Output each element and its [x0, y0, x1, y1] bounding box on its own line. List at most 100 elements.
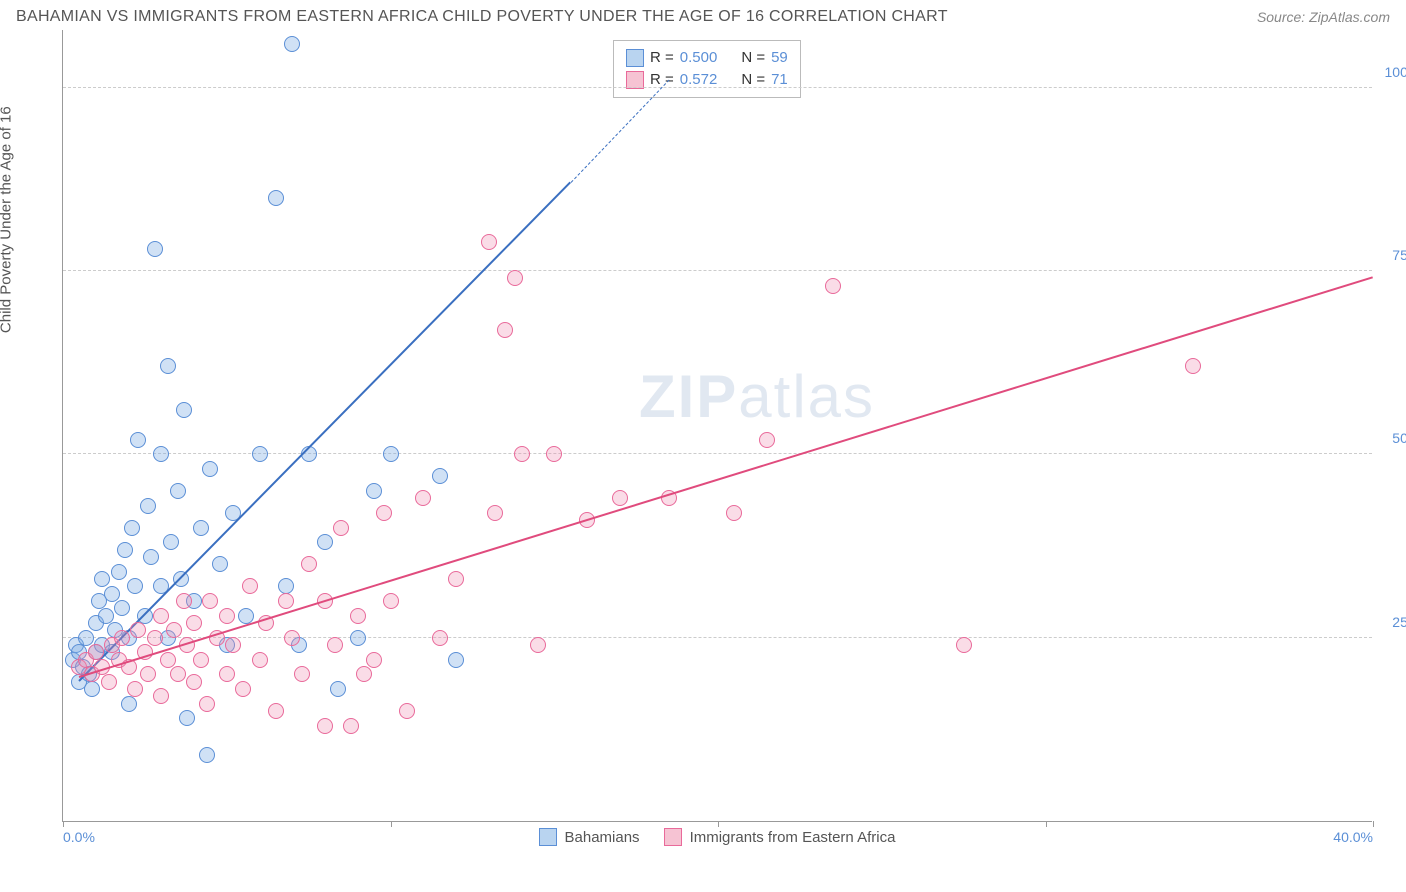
y-tick-label: 50.0%: [1392, 430, 1406, 446]
chart-container: Child Poverty Under the Age of 16 ZIPatl…: [16, 30, 1390, 846]
scatter-point: [114, 630, 130, 646]
legend-item: Bahamians: [539, 828, 640, 846]
y-tick-label: 100.0%: [1385, 64, 1406, 80]
scatter-point: [376, 505, 392, 521]
scatter-point: [514, 446, 530, 462]
scatter-point: [432, 630, 448, 646]
scatter-point: [278, 593, 294, 609]
scatter-point: [225, 637, 241, 653]
y-tick-label: 25.0%: [1392, 614, 1406, 630]
scatter-point: [176, 402, 192, 418]
scatter-point: [1185, 358, 1201, 374]
scatter-point: [160, 358, 176, 374]
scatter-point: [317, 534, 333, 550]
source-attribution: Source: ZipAtlas.com: [1257, 9, 1390, 25]
scatter-point: [199, 696, 215, 712]
scatter-point: [333, 520, 349, 536]
gridline-h: [63, 87, 1372, 88]
scatter-point: [383, 446, 399, 462]
scatter-point: [104, 586, 120, 602]
x-tick: [1046, 821, 1047, 827]
n-value: 71: [771, 69, 788, 91]
scatter-point: [448, 571, 464, 587]
n-value: 59: [771, 47, 788, 69]
scatter-point: [327, 637, 343, 653]
scatter-point: [759, 432, 775, 448]
y-axis-label: Child Poverty Under the Age of 16: [0, 106, 15, 333]
scatter-point: [487, 505, 503, 521]
scatter-point: [356, 666, 372, 682]
scatter-point: [166, 622, 182, 638]
scatter-point: [202, 593, 218, 609]
legend-swatch: [626, 49, 644, 67]
scatter-point: [147, 630, 163, 646]
x-tick: [718, 821, 719, 827]
scatter-point: [186, 615, 202, 631]
scatter-point: [546, 446, 562, 462]
legend-swatch: [539, 828, 557, 846]
scatter-point: [94, 571, 110, 587]
r-label: R =: [650, 47, 674, 69]
scatter-point: [330, 681, 346, 697]
scatter-point: [366, 652, 382, 668]
scatter-point: [163, 534, 179, 550]
legend-bottom: Bahamians Immigrants from Eastern Africa: [62, 828, 1372, 846]
scatter-point: [101, 674, 117, 690]
watermark: ZIPatlas: [639, 362, 875, 431]
scatter-point: [530, 637, 546, 653]
scatter-point: [143, 549, 159, 565]
n-label: N =: [741, 47, 765, 69]
scatter-point: [179, 710, 195, 726]
scatter-point: [383, 593, 399, 609]
scatter-point: [202, 461, 218, 477]
scatter-point: [956, 637, 972, 653]
scatter-point: [268, 190, 284, 206]
scatter-point: [219, 608, 235, 624]
watermark-rest: atlas: [738, 363, 875, 430]
x-tick-label: 40.0%: [1333, 829, 1373, 845]
scatter-point: [186, 674, 202, 690]
watermark-bold: ZIP: [639, 363, 738, 430]
x-tick-label: 0.0%: [63, 829, 95, 845]
scatter-point: [497, 322, 513, 338]
x-tick: [1373, 821, 1374, 827]
scatter-point: [170, 666, 186, 682]
scatter-point: [825, 278, 841, 294]
scatter-point: [399, 703, 415, 719]
x-tick: [391, 821, 392, 827]
scatter-point: [111, 564, 127, 580]
scatter-point: [726, 505, 742, 521]
legend-stat-row: R =0.572N =71: [626, 69, 788, 91]
scatter-point: [415, 490, 431, 506]
scatter-point: [153, 446, 169, 462]
scatter-point: [153, 608, 169, 624]
scatter-point: [219, 666, 235, 682]
scatter-point: [176, 593, 192, 609]
scatter-point: [140, 666, 156, 682]
scatter-point: [78, 630, 94, 646]
scatter-point: [294, 666, 310, 682]
legend-item: Immigrants from Eastern Africa: [664, 828, 896, 846]
plot-area: ZIPatlas R =0.500N =59R =0.572N =71 25.0…: [62, 30, 1372, 822]
scatter-point: [252, 652, 268, 668]
scatter-point: [507, 270, 523, 286]
gridline-h: [63, 270, 1372, 271]
legend-stats-box: R =0.500N =59R =0.572N =71: [613, 40, 801, 98]
scatter-point: [278, 578, 294, 594]
scatter-point: [88, 644, 104, 660]
scatter-point: [284, 36, 300, 52]
scatter-point: [147, 241, 163, 257]
scatter-point: [199, 747, 215, 763]
gridline-h: [63, 637, 1372, 638]
scatter-point: [84, 681, 100, 697]
scatter-point: [137, 608, 153, 624]
scatter-point: [284, 630, 300, 646]
scatter-point: [117, 542, 133, 558]
r-value: 0.500: [680, 47, 718, 69]
scatter-point: [301, 556, 317, 572]
legend-label: Immigrants from Eastern Africa: [690, 829, 896, 846]
n-label: N =: [741, 69, 765, 91]
legend-label: Bahamians: [565, 829, 640, 846]
scatter-point: [612, 490, 628, 506]
legend-swatch: [664, 828, 682, 846]
